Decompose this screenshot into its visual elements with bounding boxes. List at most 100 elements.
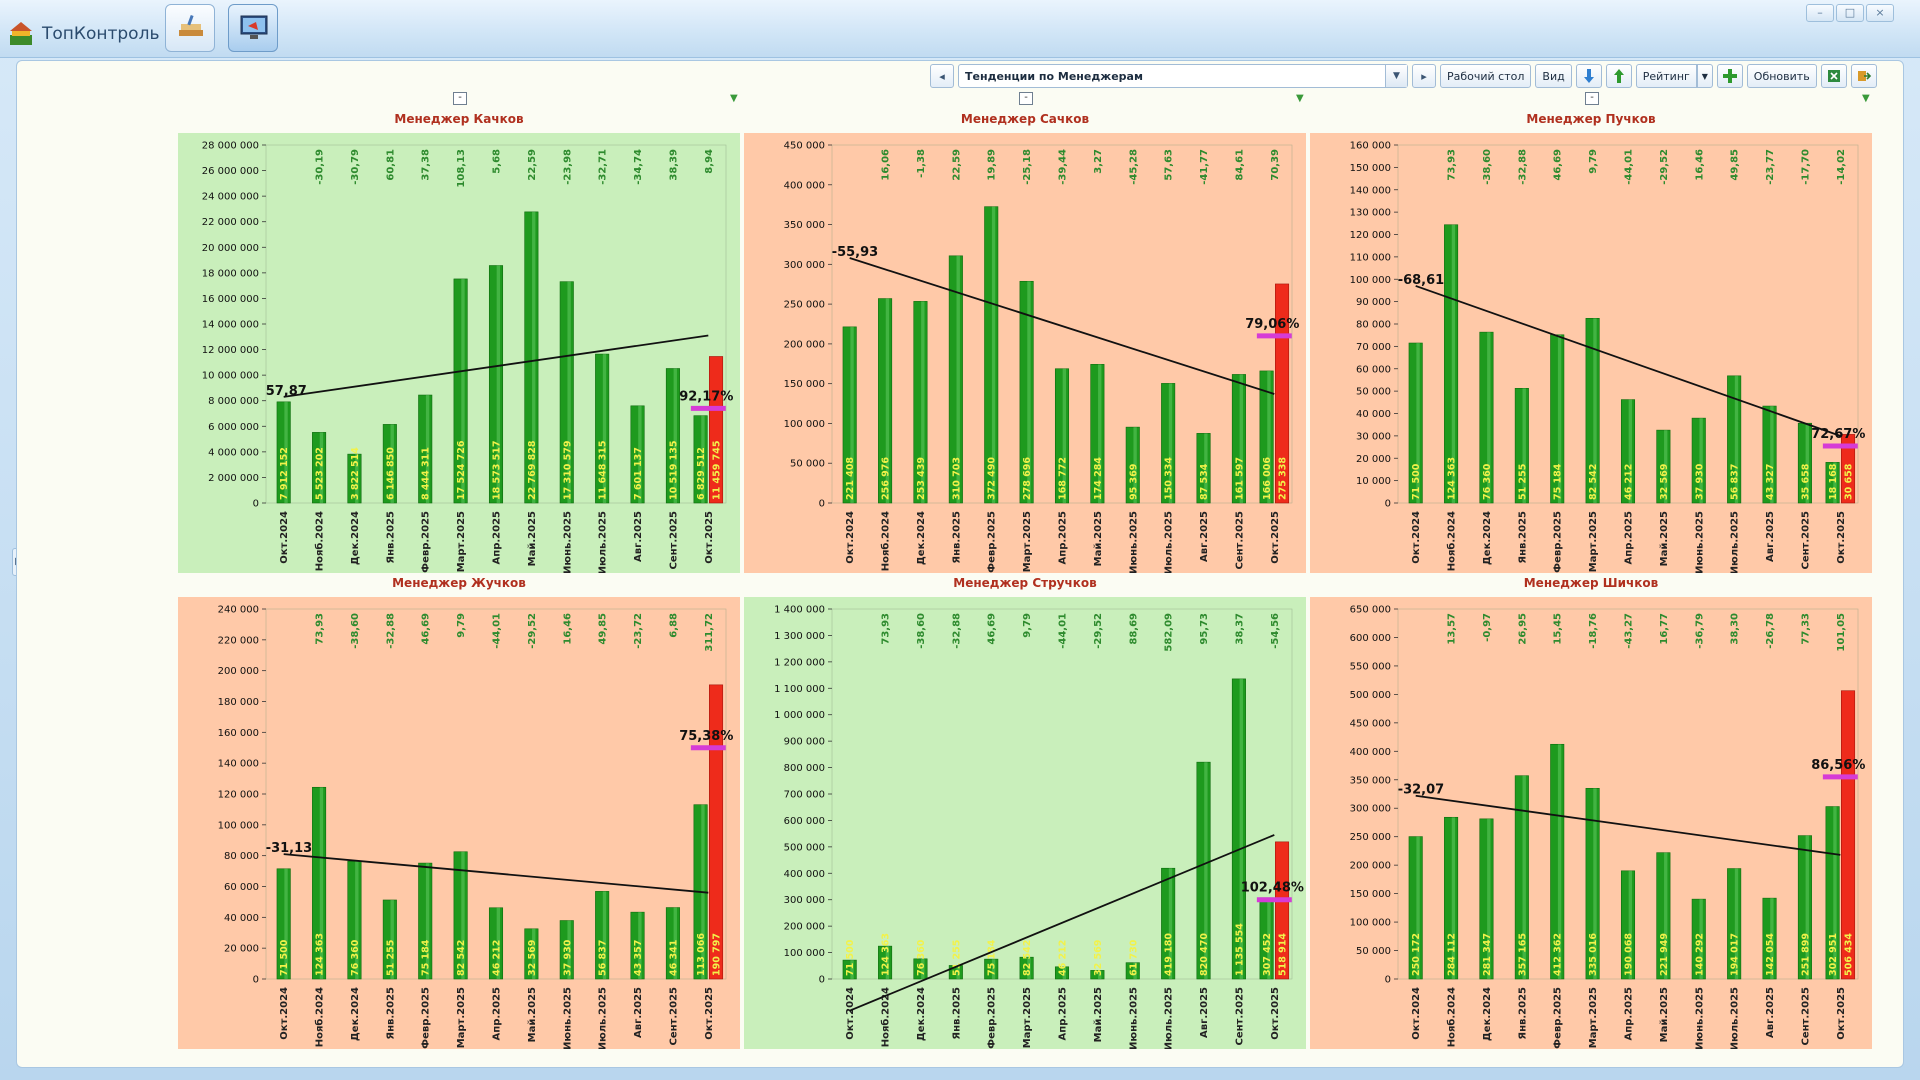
percent-change-label: 95,73 [1199, 613, 1210, 645]
bar-value-label: 71 500 [1411, 463, 1422, 500]
bar-value-label: 18 573 517 [492, 441, 503, 501]
bar-value-label: 87 534 [1199, 463, 1210, 500]
bar-value-label: 256 976 [881, 457, 892, 500]
bar-value-label: 5 523 202 [315, 447, 326, 500]
percent-change-label: 38,37 [1234, 613, 1245, 645]
minimize-button[interactable]: – [1806, 4, 1834, 22]
collapse-toggle-button[interactable]: - [1585, 92, 1599, 105]
rating-dropdown-chevron-icon[interactable]: ▼ [1696, 64, 1713, 88]
bar-value-label: 372 490 [987, 457, 998, 500]
percent-change-label: 15,45 [1553, 613, 1564, 645]
app-brand[interactable]: ТопКонтроль [8, 14, 159, 54]
bar-highlight [956, 965, 960, 979]
bar-highlight [496, 907, 501, 979]
x-tick-label: Март.2025 [456, 511, 467, 572]
chart-background [178, 597, 740, 1049]
bar-value-label: 250 172 [1411, 933, 1422, 976]
bar-value-label: 253 439 [916, 457, 927, 500]
bar-highlight [1133, 962, 1137, 979]
x-tick-label: Авг.2025 [1199, 511, 1210, 562]
x-tick-label: Окт.2024 [845, 511, 856, 564]
y-tick-label: 110 000 [1350, 252, 1391, 263]
x-tick-label: Авг.2025 [1199, 987, 1210, 1038]
percent-change-label: 60,81 [385, 149, 396, 181]
maximize-button[interactable]: □ [1836, 4, 1864, 22]
arrow-up-icon[interactable] [1605, 64, 1632, 88]
filter-icon[interactable]: ▼ [730, 93, 738, 104]
bar-highlight [496, 265, 501, 503]
chart-background [744, 597, 1306, 1049]
y-tick-label: 240 000 [218, 605, 259, 616]
view-button[interactable]: Вид [1535, 64, 1572, 88]
bar [453, 278, 468, 504]
module-button-monitor[interactable] [228, 4, 278, 52]
y-tick-label: 100 000 [218, 820, 259, 831]
rating-button[interactable]: Рейтинг [1635, 64, 1697, 88]
percent-change-label: -29,52 [527, 613, 538, 649]
bar-highlight [1805, 835, 1809, 979]
percent-change-label: -32,71 [598, 149, 609, 185]
bar [1585, 787, 1600, 980]
x-tick-label: Окт.2024 [279, 987, 290, 1040]
percent-change-label: -26,78 [1765, 613, 1776, 649]
y-tick-label: 20 000 [1356, 454, 1391, 465]
chart-title: Менеджер Сачков [960, 112, 1090, 126]
trend-label: -68,61 [1398, 273, 1445, 288]
bar-highlight [1699, 418, 1703, 503]
bar-value-label: 7 601 137 [633, 447, 644, 500]
y-tick-label: 1 000 000 [774, 710, 825, 721]
bar-value-label: 10 519 135 [668, 441, 679, 501]
bar [878, 298, 893, 504]
y-tick-label: 60 000 [224, 882, 259, 893]
bar-highlight [567, 920, 571, 979]
bar [693, 415, 708, 504]
collapse-toggle-button[interactable]: - [453, 92, 467, 105]
x-tick-label: Март.2025 [1588, 987, 1599, 1048]
excel-icon[interactable] [1820, 64, 1847, 88]
plan-percent-label: 75,38% [679, 729, 733, 744]
y-tick-label: 400 000 [1350, 747, 1391, 758]
close-button[interactable]: × [1866, 4, 1894, 22]
desktop-button[interactable]: Рабочий стол [1440, 64, 1532, 88]
x-tick-label: Июль.2025 [1164, 511, 1175, 573]
bar [595, 353, 610, 504]
bar-highlight [1487, 332, 1491, 503]
percent-change-label: -41,77 [1199, 149, 1210, 185]
percent-change-label: 49,85 [598, 613, 609, 645]
prev-report-button[interactable]: ◂ [930, 64, 954, 88]
x-tick-label: Нояб.2024 [1446, 511, 1458, 571]
bar [382, 899, 397, 980]
bar [524, 928, 539, 980]
refresh-button[interactable]: Обновить [1746, 64, 1817, 88]
y-tick-label: 100 000 [1350, 918, 1391, 929]
bar [1656, 429, 1671, 504]
chevron-down-icon[interactable]: ▼ [1385, 65, 1407, 87]
plus-icon[interactable] [1716, 64, 1743, 88]
next-report-button[interactable]: ▸ [1412, 64, 1436, 88]
bar-highlight [921, 958, 925, 979]
x-tick-label: Май.2025 [1093, 987, 1104, 1042]
arrow-down-icon[interactable] [1575, 64, 1602, 88]
bar-value-label: 43 357 [633, 940, 644, 976]
filter-icon[interactable]: ▼ [1296, 93, 1304, 104]
percent-change-label: 9,79 [1588, 149, 1599, 174]
trend-line [283, 853, 709, 894]
bar-value-label: 113 066 [696, 933, 707, 976]
filter-icon[interactable]: ▼ [1862, 93, 1870, 104]
bar-highlight [673, 907, 677, 979]
exit-icon[interactable] [1850, 64, 1877, 88]
x-tick-label: Июль.2025 [598, 511, 609, 573]
bar-highlight [1239, 374, 1243, 503]
module-button-books[interactable] [165, 4, 215, 52]
chart-title: Менеджер Шичков [1523, 576, 1659, 590]
y-tick-label: 6 000 000 [208, 422, 259, 433]
bar [1125, 426, 1140, 504]
x-tick-label: Нояб.2024 [1446, 987, 1458, 1047]
percent-change-label: -30,79 [350, 149, 361, 185]
bar-highlight [532, 928, 536, 979]
report-select[interactable]: Тенденции по Менеджерам ▼ [958, 64, 1408, 88]
y-tick-label: 140 000 [218, 759, 259, 770]
collapse-toggle-button[interactable]: - [1019, 92, 1033, 105]
title-bar: ТопКонтроль – □ × [0, 0, 1920, 58]
bar-value-label: 140 292 [1694, 933, 1705, 976]
